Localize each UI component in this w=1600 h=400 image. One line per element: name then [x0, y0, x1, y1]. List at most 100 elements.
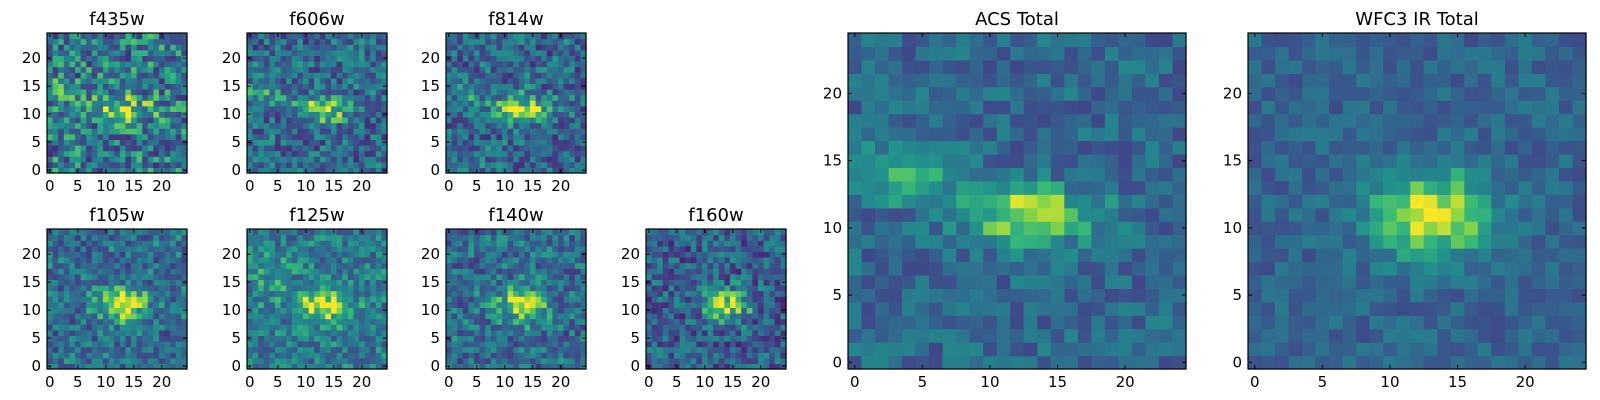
axes-frame — [46, 32, 188, 174]
heatmap-cell — [875, 167, 890, 182]
heatmap-cell — [580, 128, 587, 135]
heatmap-cell — [125, 33, 132, 40]
heatmap-cell — [325, 83, 332, 90]
heatmap-cell — [929, 274, 944, 289]
heatmap-cell — [75, 285, 82, 292]
heatmap-cell — [462, 313, 469, 320]
heatmap-cell — [269, 240, 276, 247]
heatmap-cell — [63, 122, 70, 129]
heatmap-cell — [580, 105, 587, 112]
heatmap-cell — [275, 72, 282, 79]
heatmap-cell — [280, 279, 287, 286]
heatmap-cell — [269, 49, 276, 56]
heatmap-cell — [758, 352, 765, 359]
heatmap-cell — [668, 290, 675, 297]
heatmap-cell — [136, 313, 143, 320]
heatmap-cell — [569, 133, 576, 140]
heatmap-cell — [474, 307, 481, 314]
heatmap-cell — [359, 285, 366, 292]
heatmap-cell — [359, 273, 366, 280]
heatmap-cell — [524, 100, 531, 107]
heatmap-cell — [552, 329, 559, 336]
heatmap-cell — [347, 324, 354, 331]
y-tick-label: 10 — [621, 301, 640, 319]
heatmap-cell — [735, 318, 742, 325]
heatmap-cell — [258, 38, 265, 45]
heatmap-cell — [507, 89, 514, 96]
heatmap-cell — [297, 100, 304, 107]
heatmap-cell — [342, 150, 349, 157]
heatmap-cell — [848, 342, 863, 357]
heatmap-cell — [280, 94, 287, 101]
heatmap-cell — [1050, 180, 1065, 195]
heatmap-cell — [80, 55, 87, 62]
heatmap-cell — [269, 105, 276, 112]
heatmap-cell — [108, 301, 115, 308]
heatmap-cell — [91, 285, 98, 292]
heatmap-cell — [462, 133, 469, 140]
heatmap-cell — [580, 156, 587, 163]
heatmap-cell — [80, 329, 87, 336]
heatmap-cell — [530, 77, 537, 84]
heatmap-cell — [574, 335, 581, 342]
heatmap-cell — [518, 72, 525, 79]
heatmap-cell — [518, 352, 525, 359]
heatmap-cell — [746, 245, 753, 252]
heatmap-cell — [269, 133, 276, 140]
heatmap-cell — [175, 111, 182, 118]
heatmap-cell — [108, 145, 115, 152]
heatmap-cell — [86, 346, 93, 353]
heatmap-cell — [175, 363, 182, 370]
heatmap-cell — [1118, 274, 1133, 289]
heatmap-cell — [479, 313, 486, 320]
heatmap-cell — [125, 240, 132, 247]
heatmap-cell — [1037, 261, 1052, 276]
heatmap-cell — [336, 290, 343, 297]
heatmap-cell — [364, 72, 371, 79]
heatmap-cell — [131, 240, 138, 247]
heatmap-cell — [275, 257, 282, 264]
heatmap-cell — [269, 111, 276, 118]
heatmap-cell — [47, 105, 54, 112]
heatmap-cell — [535, 335, 542, 342]
heatmap-cell — [142, 240, 149, 247]
heatmap-cell — [336, 66, 343, 73]
heatmap-cell — [75, 262, 82, 269]
heatmap-cell — [142, 156, 149, 163]
heatmap-cell — [574, 128, 581, 135]
heatmap-cell — [1104, 301, 1119, 316]
heatmap-cell — [347, 111, 354, 118]
heatmap-cell — [370, 257, 377, 264]
heatmap-cell — [513, 273, 520, 280]
heatmap-cell — [308, 167, 315, 174]
heatmap-cell — [513, 117, 520, 124]
heatmap-cell — [507, 335, 514, 342]
heatmap-cell — [125, 290, 132, 297]
heatmap-cell — [535, 49, 542, 56]
heatmap-cell — [147, 77, 154, 84]
heatmap-cell — [530, 346, 537, 353]
heatmap-cell — [325, 105, 332, 112]
heatmap-cell — [657, 296, 664, 303]
heatmap-cell — [52, 240, 59, 247]
heatmap-cell — [108, 234, 115, 241]
heatmap-cell — [558, 307, 565, 314]
heatmap-cell — [530, 128, 537, 135]
heatmap-cell — [574, 89, 581, 96]
heatmap-cell — [1172, 274, 1187, 289]
heatmap-cell — [353, 111, 360, 118]
heatmap-cell — [558, 341, 565, 348]
heatmap-cell — [468, 301, 475, 308]
heatmap-cell — [496, 38, 503, 45]
heatmap-cell — [142, 128, 149, 135]
heatmap-cell — [651, 240, 658, 247]
heatmap-cell — [247, 161, 254, 168]
heatmap-cell — [147, 285, 154, 292]
heatmap-cell — [875, 301, 890, 316]
heatmap-cell — [181, 72, 188, 79]
heatmap-cell — [1050, 167, 1065, 182]
heatmap-cell — [247, 324, 254, 331]
heatmap-cell — [685, 240, 692, 247]
heatmap-cell — [375, 346, 382, 353]
heatmap-cell — [175, 117, 182, 124]
